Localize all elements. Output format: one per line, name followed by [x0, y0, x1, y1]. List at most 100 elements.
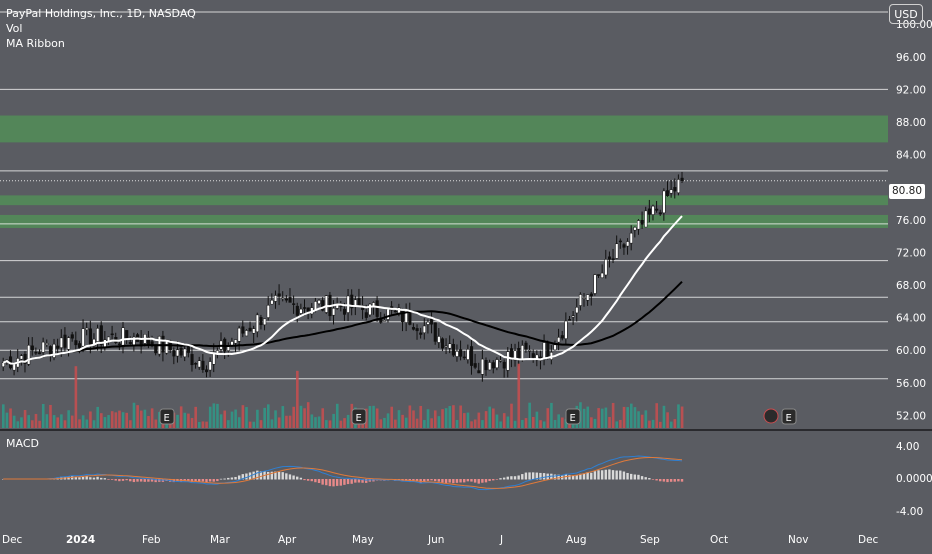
volume-bar	[415, 418, 419, 428]
macd-histogram-bar	[266, 471, 270, 480]
candle-body	[419, 332, 423, 335]
candle-body	[183, 348, 187, 358]
volume-bar	[662, 405, 666, 428]
candle-body	[332, 308, 336, 316]
macd-line	[3, 455, 683, 491]
volume-bar	[615, 421, 619, 428]
volume-indicator-label[interactable]: Vol	[6, 22, 23, 35]
candle-body	[237, 327, 241, 342]
candle-body	[281, 297, 285, 300]
candle-body	[205, 369, 209, 373]
volume-bar	[241, 405, 245, 428]
candle-body	[186, 346, 190, 353]
volume-bar	[38, 420, 41, 428]
macd-histogram-bar	[187, 479, 190, 482]
volume-bar	[608, 416, 611, 428]
macd-histogram-bar	[234, 476, 237, 480]
macd-histogram-bar	[121, 479, 125, 481]
macd-histogram-bar	[426, 479, 430, 481]
candle-body	[564, 320, 568, 339]
macd-histogram-bar	[452, 479, 455, 484]
candle-body	[248, 327, 252, 332]
candle-body	[637, 220, 641, 230]
candle-body	[589, 293, 593, 297]
volume-bar	[227, 420, 230, 428]
volume-bar	[644, 410, 648, 428]
macd-histogram-bar	[190, 479, 194, 482]
volume-bar	[423, 420, 426, 428]
volume-bar	[183, 412, 187, 428]
macd-indicator-label[interactable]: MACD	[6, 437, 39, 450]
ma-ribbon-indicator-label[interactable]: MA Ribbon	[6, 37, 65, 50]
volume-bar	[659, 421, 662, 428]
volume-bar	[328, 420, 332, 428]
volume-bar	[216, 403, 219, 428]
macd-histogram-bar	[488, 479, 491, 482]
volume-bar	[492, 408, 495, 428]
volume-bar	[230, 411, 234, 428]
volume-bar	[531, 417, 535, 428]
volume-bar	[499, 421, 502, 428]
macd-histogram-bar	[129, 479, 132, 482]
macd-histogram-bar	[335, 479, 339, 486]
volume-bar	[332, 413, 335, 428]
candle-body	[386, 308, 390, 320]
macd-histogram-bar	[368, 479, 372, 482]
volume-bar	[408, 405, 412, 428]
volume-bar	[593, 418, 597, 428]
candle-body	[121, 327, 125, 348]
candle-body	[480, 358, 485, 375]
candle-body	[81, 328, 85, 347]
candle-body	[622, 244, 626, 248]
volume-bar	[303, 408, 306, 428]
candle-body	[586, 294, 590, 301]
currency-button[interactable]: USD	[889, 4, 923, 24]
volume-bar	[394, 419, 397, 428]
volume-bar	[383, 417, 386, 428]
candle-body	[194, 363, 198, 365]
volume-bar	[510, 403, 513, 428]
macd-histogram-bar	[608, 469, 611, 480]
candle-body	[299, 308, 303, 314]
candle-body	[531, 353, 535, 358]
macd-histogram-bar	[673, 479, 676, 482]
candle-body	[477, 370, 481, 374]
candle-body	[342, 308, 347, 315]
macd-histogram-bar	[288, 474, 292, 480]
macd-histogram-bar	[114, 479, 117, 481]
macd-histogram-bar	[611, 470, 615, 480]
volume-bar	[274, 410, 277, 428]
volume-bar	[70, 415, 74, 428]
volume-bar	[386, 413, 390, 428]
volume-bar	[637, 411, 640, 428]
candle-body	[197, 360, 201, 368]
macd-histogram-bar	[637, 474, 640, 480]
volume-bar	[89, 411, 92, 428]
candle-body	[509, 348, 514, 358]
candle-body	[303, 307, 307, 309]
volume-bar	[292, 406, 295, 428]
time-tick-label: Oct	[710, 534, 728, 546]
macd-histogram-bar	[346, 479, 350, 485]
macd-histogram-bar	[158, 479, 161, 482]
flash-icon	[763, 408, 779, 424]
macd-histogram-bar	[659, 479, 662, 482]
candle-body	[517, 348, 521, 359]
macd-histogram-bar	[626, 472, 629, 480]
time-tick-label: Nov	[788, 534, 809, 546]
volume-bar	[335, 403, 339, 428]
macd-histogram-bar	[237, 475, 241, 480]
candle-body	[444, 345, 448, 348]
candle-body	[19, 355, 23, 360]
macd-histogram-bar	[619, 470, 622, 480]
macd-histogram-bar	[230, 477, 234, 480]
candle-body	[575, 307, 579, 314]
volume-bar	[321, 408, 325, 428]
candle-body	[499, 360, 503, 362]
macd-histogram-bar	[640, 476, 644, 480]
macd-histogram-bar	[622, 471, 626, 480]
volume-bar	[187, 413, 190, 428]
macd-histogram-bar	[259, 471, 263, 480]
